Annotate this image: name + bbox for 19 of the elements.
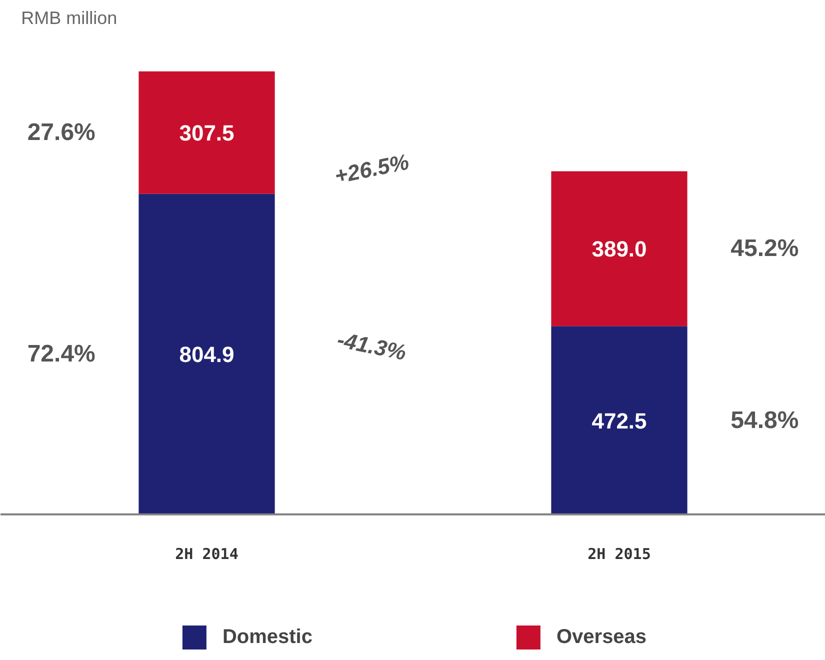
annotation: 45.2%	[730, 235, 799, 262]
data-label: 307.5	[179, 120, 234, 146]
bar	[551, 326, 688, 514]
legend-label: Domestic	[222, 626, 312, 648]
bar	[551, 171, 688, 326]
bar	[138, 194, 275, 514]
annotation: 54.8%	[730, 406, 799, 434]
x-tick-label: 2H 2014	[175, 545, 238, 564]
bar	[138, 71, 275, 194]
annotation: 27.6%	[27, 119, 96, 146]
y-axis-title: RMB million	[21, 8, 118, 28]
data-label: 472.5	[592, 408, 647, 434]
annotation: 72.4%	[27, 340, 96, 368]
data-label: 804.9	[179, 342, 234, 368]
data-label: 389.0	[592, 236, 647, 262]
legend-label: Overseas	[556, 626, 647, 648]
x-tick-label: 2H 2015	[588, 545, 651, 564]
annotation: +26.5%	[332, 149, 412, 189]
annotation: -41.3%	[335, 326, 408, 366]
